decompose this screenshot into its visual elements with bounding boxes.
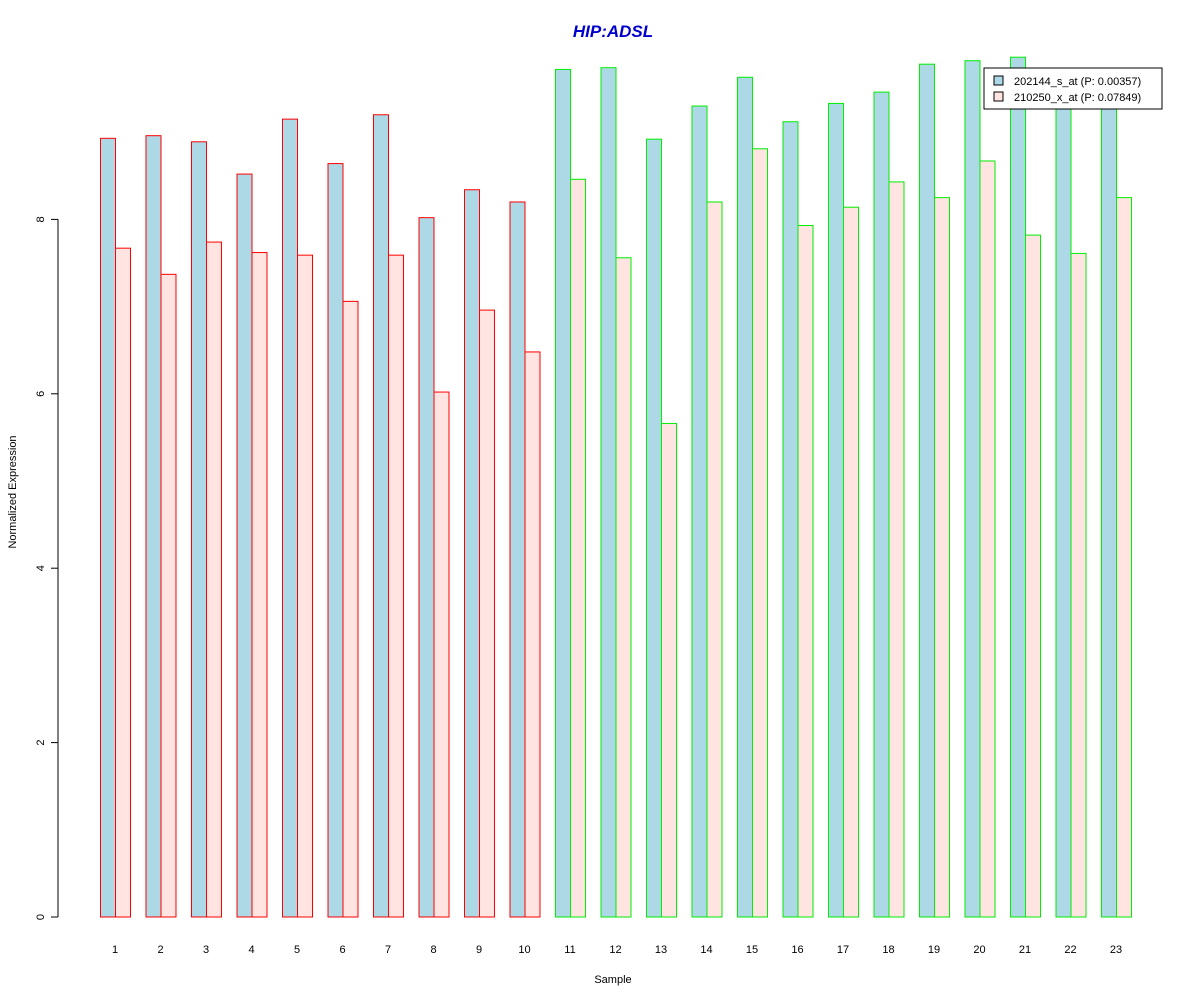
x-tick-labels: 1 2 3 4 5 6 7 8 9 10 11 12 13 14 15 16 17 18 19 20 21 22 23 [112, 944, 1122, 956]
x-tick-label: 12 [609, 944, 621, 956]
bar-sample-9-series-2 [479, 309, 495, 918]
bar-sample-22-series-1 [1055, 98, 1072, 918]
bar-sample-8-series-2 [433, 391, 450, 918]
bar-sample-3-series-1 [191, 141, 207, 918]
x-tick-label: 8 [430, 944, 436, 956]
bar-sample-19-series-2 [934, 197, 950, 918]
bar-sample-13-series-1 [646, 138, 662, 918]
bar-sample-12-series-2 [615, 257, 632, 918]
x-tick-label: 6 [339, 944, 345, 956]
bar-sample-6-series-2 [342, 300, 359, 918]
bar-sample-10-series-2 [524, 351, 541, 918]
x-tick-label: 14 [700, 944, 712, 956]
x-tick-label: 3 [203, 944, 209, 956]
x-tick-label: 15 [746, 944, 758, 956]
bar-sample-22-series-2 [1070, 252, 1087, 918]
bar-sample-19-series-1 [919, 63, 935, 918]
bar-sample-16-series-1 [782, 121, 799, 918]
y-axis-label: Normalized Expression [7, 435, 19, 548]
x-tick-label: 4 [248, 944, 254, 956]
x-tick-label: 22 [1064, 944, 1076, 956]
y-tick-label: 6 [35, 391, 47, 397]
bar-sample-13-series-2 [661, 422, 677, 918]
bar-sample-5-series-1 [282, 118, 298, 918]
bar-sample-4-series-1 [236, 173, 253, 918]
bar-sample-23-series-1 [1101, 93, 1117, 918]
x-tick-label: 16 [791, 944, 803, 956]
x-tick-label: 1 [112, 944, 118, 956]
bar-sample-10-series-1 [509, 201, 526, 918]
bar-sample-11-series-2 [570, 178, 586, 918]
bar-sample-11-series-1 [555, 68, 571, 918]
bar-sample-5-series-2 [297, 254, 313, 918]
bar-sample-23-series-2 [1116, 197, 1132, 918]
chart-title: HIP:ADSL [573, 22, 653, 41]
bar-sample-4-series-2 [251, 252, 268, 918]
x-tick-label: 11 [564, 944, 575, 956]
bar-sample-21-series-2 [1025, 234, 1041, 918]
bar-sample-7-series-2 [388, 254, 404, 918]
y-tick-label: 8 [35, 216, 47, 222]
legend-label-series-1: 202144_s_at (P: 0.00357) [1014, 76, 1141, 88]
bar-sample-3-series-2 [206, 241, 222, 918]
bar-sample-7-series-1 [373, 114, 389, 918]
x-tick-label: 17 [837, 944, 849, 956]
bar-sample-2-series-2 [160, 273, 177, 918]
bar-sample-15-series-1 [737, 76, 753, 918]
y-tick-label: 2 [35, 740, 47, 746]
legend-box [983, 67, 1163, 110]
bar-sample-21-series-1 [1010, 56, 1026, 918]
x-axis-label: Sample [594, 974, 631, 986]
legend-label-series-2: 210250_x_at (P: 0.07849) [1014, 92, 1141, 104]
bar-sample-18-series-2 [888, 181, 905, 918]
y-axis: 0 2 4 6 8 [35, 216, 59, 920]
bar-sample-20-series-2 [979, 160, 996, 918]
bar-sample-2-series-1 [145, 135, 162, 918]
x-tick-label: 9 [476, 944, 482, 956]
bar-sample-17-series-2 [843, 206, 859, 918]
bar-sample-1-series-2 [115, 247, 131, 918]
bar-sample-6-series-1 [327, 163, 344, 918]
legend: 202144_s_at (P: 0.00357) 210250_x_at (P:… [983, 67, 1163, 110]
x-tick-label: 18 [882, 944, 894, 956]
bar-sample-15-series-2 [752, 148, 768, 918]
legend-swatch-series-2 [993, 91, 1004, 102]
x-tick-label: 2 [157, 944, 163, 956]
legend-swatch-series-1 [993, 75, 1004, 86]
x-tick-label: 13 [655, 944, 667, 956]
bar-sample-17-series-1 [828, 102, 844, 918]
x-tick-label: 21 [1019, 944, 1031, 956]
bar-sample-14-series-2 [706, 201, 723, 918]
x-tick-label: 23 [1110, 944, 1122, 956]
bar-sample-20-series-1 [964, 60, 981, 918]
x-tick-label: 5 [294, 944, 300, 956]
y-tick-label: 0 [35, 914, 47, 920]
bar-sample-18-series-1 [873, 91, 890, 918]
bar-sample-14-series-1 [691, 105, 708, 918]
bar-sample-16-series-2 [797, 225, 814, 918]
bar-group [100, 56, 1132, 918]
x-tick-label: 20 [973, 944, 985, 956]
bar-sample-8-series-1 [418, 217, 435, 918]
y-tick-label: 4 [35, 565, 47, 571]
x-tick-label: 10 [518, 944, 530, 956]
x-tick-label: 7 [385, 944, 391, 956]
bar-sample-1-series-1 [100, 137, 116, 918]
x-tick-label: 19 [928, 944, 940, 956]
bar-sample-9-series-1 [464, 189, 480, 918]
bar-sample-12-series-1 [600, 67, 617, 918]
